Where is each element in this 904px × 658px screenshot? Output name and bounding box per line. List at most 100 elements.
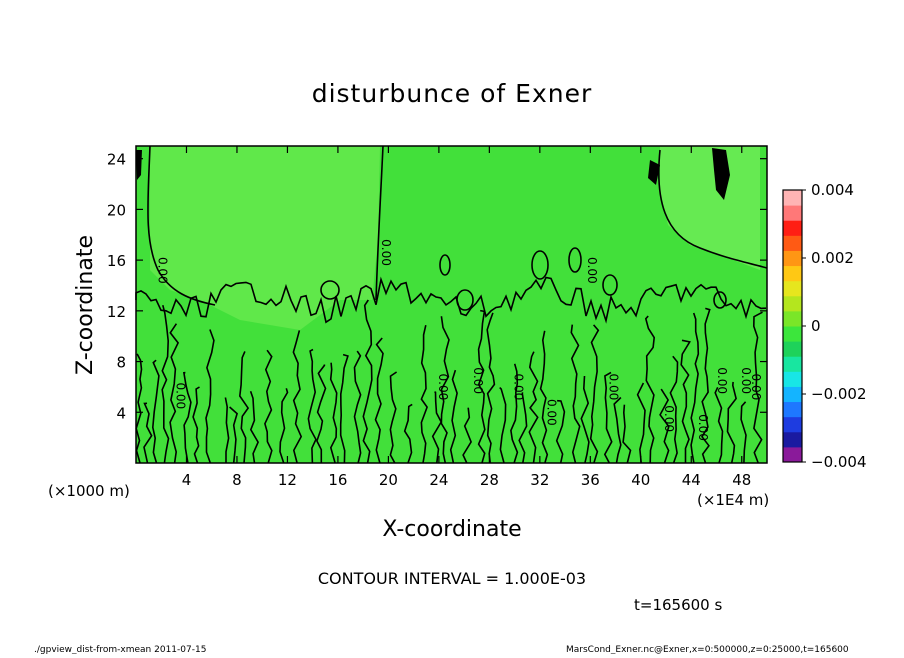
contour-line bbox=[680, 339, 691, 463]
contour-line bbox=[389, 371, 398, 464]
contour-value-label: 0.00 bbox=[512, 374, 526, 401]
contour-line bbox=[440, 316, 450, 464]
contour-line bbox=[510, 363, 519, 464]
contour-line bbox=[669, 355, 679, 464]
contour-line bbox=[714, 386, 724, 464]
y-tick-label: 4 bbox=[116, 404, 126, 422]
contour-loop bbox=[531, 250, 549, 280]
footer-left: ./gpview_dist-from-xmean 2011-07-15 bbox=[34, 645, 206, 654]
contour-value-label: 0.00 bbox=[662, 405, 676, 432]
contour-line bbox=[431, 391, 443, 464]
contour-line bbox=[589, 324, 600, 464]
contour-value-label: 0.00 bbox=[749, 374, 763, 401]
y-tick-label: 12 bbox=[107, 303, 126, 321]
colorbar-segment bbox=[783, 235, 802, 251]
contour-loop bbox=[602, 274, 618, 296]
contour-line bbox=[701, 307, 711, 464]
contour-line bbox=[205, 329, 215, 464]
contour-value-label: 0.00 bbox=[739, 367, 753, 394]
y-tick-label: 16 bbox=[107, 252, 126, 270]
x-tick-label: 28 bbox=[480, 471, 499, 489]
x-tick-label: 20 bbox=[379, 471, 398, 489]
contour-value-label: 0.00 bbox=[696, 414, 710, 441]
x-axis-label: X-coordinate bbox=[382, 517, 521, 542]
x-tick-label: 44 bbox=[682, 471, 701, 489]
contour-value-label: 0.00 bbox=[471, 367, 485, 394]
upper-right-light-region bbox=[660, 146, 760, 270]
contour-value-label: 0.00 bbox=[436, 374, 450, 401]
contour-line bbox=[238, 351, 250, 464]
x-tick-label: 8 bbox=[232, 471, 242, 489]
contour-line bbox=[580, 375, 590, 464]
contour-value-label: 0.00 bbox=[173, 382, 187, 409]
contour-line bbox=[374, 337, 384, 464]
x-tick-label: 40 bbox=[631, 471, 650, 489]
colorbar-tick-label: −0.004 bbox=[811, 453, 867, 471]
y-axis-label: Z-coordinate bbox=[73, 235, 98, 375]
colorbar-segment bbox=[783, 250, 802, 267]
colorbar-segment bbox=[783, 265, 802, 282]
x-tick-label: 36 bbox=[581, 471, 600, 489]
contour-line bbox=[636, 382, 646, 464]
x-unit-left: (×1000 m) bbox=[48, 482, 130, 500]
colorbar-tick-label: 0 bbox=[811, 317, 821, 335]
colorbar-segment bbox=[783, 446, 802, 463]
contour-lines bbox=[135, 145, 768, 464]
dense-patch-mid-right bbox=[648, 160, 660, 185]
contour-value-label: 0.00 bbox=[585, 257, 599, 284]
contour-line bbox=[752, 311, 763, 464]
y-tick-label: 8 bbox=[116, 354, 126, 372]
contour-line-upper-left bbox=[147, 145, 216, 306]
contour-line bbox=[292, 330, 303, 464]
contour-line bbox=[555, 399, 566, 464]
contour-loop bbox=[568, 247, 582, 273]
x-tick-label: 16 bbox=[328, 471, 347, 489]
contour-loop bbox=[456, 289, 474, 311]
contour-line-boundary bbox=[135, 276, 767, 324]
contour-line bbox=[539, 330, 549, 464]
y-axis: 4 8 12 16 20 24 bbox=[107, 151, 767, 422]
contour-line bbox=[264, 349, 273, 464]
colorbar-segment bbox=[783, 310, 802, 327]
contour-value-label: 0.00 bbox=[156, 257, 170, 284]
x-tick-label: 48 bbox=[732, 471, 751, 489]
x-tick-label: 32 bbox=[530, 471, 549, 489]
x-tick-label: 12 bbox=[278, 471, 297, 489]
contour-loop bbox=[439, 254, 451, 276]
x-unit-right: (×1E4 m) bbox=[697, 491, 769, 509]
dense-contour-patches bbox=[136, 148, 730, 200]
contour-line bbox=[477, 309, 486, 464]
colorbar-ticks: 0.004 0.002 0 −0.002 −0.004 bbox=[802, 181, 867, 471]
colorbar-segment bbox=[783, 386, 802, 403]
contour-line bbox=[307, 348, 317, 464]
contour-value-label: 0.00 bbox=[715, 367, 729, 394]
contour-line bbox=[518, 392, 528, 464]
contour-line bbox=[499, 387, 507, 464]
x-axis: 4 8 12 16 20 24 28 32 36 40 44 48 bbox=[182, 146, 751, 489]
y-tick-label: 20 bbox=[107, 201, 126, 219]
contour-line bbox=[169, 323, 180, 464]
colorbar-segment bbox=[783, 205, 802, 221]
x-tick-label: 24 bbox=[429, 471, 448, 489]
contour-labels: 0.000.000.000.00 0.00 0.00 0.000.000.000.00… bbox=[156, 239, 763, 441]
colorbar-segment bbox=[783, 280, 802, 297]
contour-line bbox=[726, 381, 737, 464]
x-tick-label: 4 bbox=[182, 471, 192, 489]
contour-line-upper-mid bbox=[375, 145, 384, 301]
contour-line bbox=[449, 369, 458, 464]
contour-interval-text: CONTOUR INTERVAL = 1.000E-03 bbox=[318, 569, 586, 588]
contour-line bbox=[362, 299, 373, 464]
contour-line bbox=[339, 353, 349, 464]
contour-value-label: 0.00 bbox=[606, 374, 620, 401]
contour-line bbox=[151, 359, 160, 464]
colorbar-segment bbox=[783, 371, 802, 387]
footer-right: MarsCond_Exner.nc@Exner,x=0:500000,z=0:2… bbox=[566, 645, 849, 654]
contour-value-label: 0.00 bbox=[544, 399, 558, 426]
y-tick-label: 24 bbox=[107, 151, 126, 169]
plot-frame bbox=[135, 145, 768, 464]
contour-line bbox=[486, 312, 496, 464]
colorbar-segment bbox=[783, 326, 802, 342]
contour-line bbox=[622, 404, 632, 464]
contour-line bbox=[192, 386, 200, 464]
